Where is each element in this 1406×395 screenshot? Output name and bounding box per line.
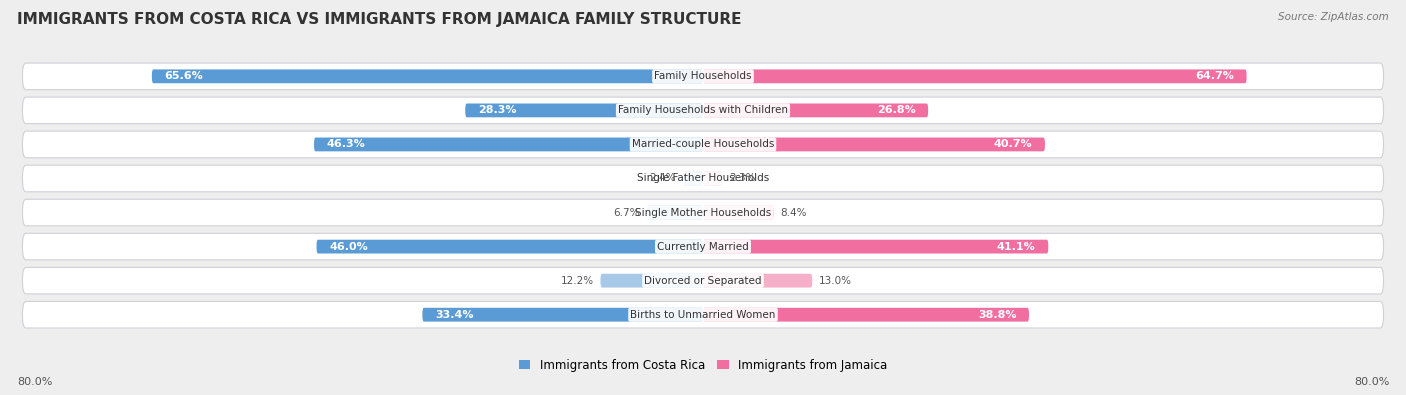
FancyBboxPatch shape	[22, 131, 1384, 158]
Text: 65.6%: 65.6%	[165, 71, 204, 81]
FancyBboxPatch shape	[22, 301, 1384, 328]
FancyBboxPatch shape	[703, 308, 1029, 322]
FancyBboxPatch shape	[22, 199, 1384, 226]
Text: 46.0%: 46.0%	[329, 242, 368, 252]
Text: 64.7%: 64.7%	[1195, 71, 1234, 81]
Text: 2.4%: 2.4%	[650, 173, 676, 184]
Text: 80.0%: 80.0%	[17, 377, 52, 387]
Text: Single Father Households: Single Father Households	[637, 173, 769, 184]
Text: 38.8%: 38.8%	[979, 310, 1017, 320]
Text: 26.8%: 26.8%	[877, 105, 915, 115]
Text: 41.1%: 41.1%	[997, 242, 1036, 252]
Text: 80.0%: 80.0%	[1354, 377, 1389, 387]
Text: 13.0%: 13.0%	[818, 276, 852, 286]
Legend: Immigrants from Costa Rica, Immigrants from Jamaica: Immigrants from Costa Rica, Immigrants f…	[513, 354, 893, 376]
Text: Births to Unmarried Women: Births to Unmarried Women	[630, 310, 776, 320]
FancyBboxPatch shape	[422, 308, 703, 322]
Text: Currently Married: Currently Married	[657, 242, 749, 252]
FancyBboxPatch shape	[703, 103, 928, 117]
FancyBboxPatch shape	[647, 206, 703, 220]
FancyBboxPatch shape	[600, 274, 703, 288]
FancyBboxPatch shape	[22, 267, 1384, 294]
Text: 40.7%: 40.7%	[994, 139, 1032, 149]
FancyBboxPatch shape	[703, 206, 773, 220]
Text: 33.4%: 33.4%	[434, 310, 474, 320]
Text: Family Households with Children: Family Households with Children	[619, 105, 787, 115]
FancyBboxPatch shape	[22, 233, 1384, 260]
Text: 46.3%: 46.3%	[326, 139, 366, 149]
FancyBboxPatch shape	[703, 274, 813, 288]
Text: Family Households: Family Households	[654, 71, 752, 81]
Text: Source: ZipAtlas.com: Source: ZipAtlas.com	[1278, 12, 1389, 22]
FancyBboxPatch shape	[152, 70, 703, 83]
FancyBboxPatch shape	[316, 240, 703, 254]
Text: 6.7%: 6.7%	[613, 207, 640, 218]
FancyBboxPatch shape	[22, 97, 1384, 124]
FancyBboxPatch shape	[703, 70, 1247, 83]
Text: 8.4%: 8.4%	[780, 207, 807, 218]
FancyBboxPatch shape	[703, 137, 1045, 151]
FancyBboxPatch shape	[465, 103, 703, 117]
FancyBboxPatch shape	[703, 171, 723, 185]
Text: IMMIGRANTS FROM COSTA RICA VS IMMIGRANTS FROM JAMAICA FAMILY STRUCTURE: IMMIGRANTS FROM COSTA RICA VS IMMIGRANTS…	[17, 12, 741, 27]
FancyBboxPatch shape	[314, 137, 703, 151]
FancyBboxPatch shape	[703, 240, 1049, 254]
Text: Divorced or Separated: Divorced or Separated	[644, 276, 762, 286]
FancyBboxPatch shape	[22, 165, 1384, 192]
FancyBboxPatch shape	[22, 63, 1384, 90]
Text: Married-couple Households: Married-couple Households	[631, 139, 775, 149]
Text: 28.3%: 28.3%	[478, 105, 516, 115]
Text: 2.3%: 2.3%	[730, 173, 755, 184]
FancyBboxPatch shape	[683, 171, 703, 185]
Text: Single Mother Households: Single Mother Households	[636, 207, 770, 218]
Text: 12.2%: 12.2%	[561, 276, 593, 286]
